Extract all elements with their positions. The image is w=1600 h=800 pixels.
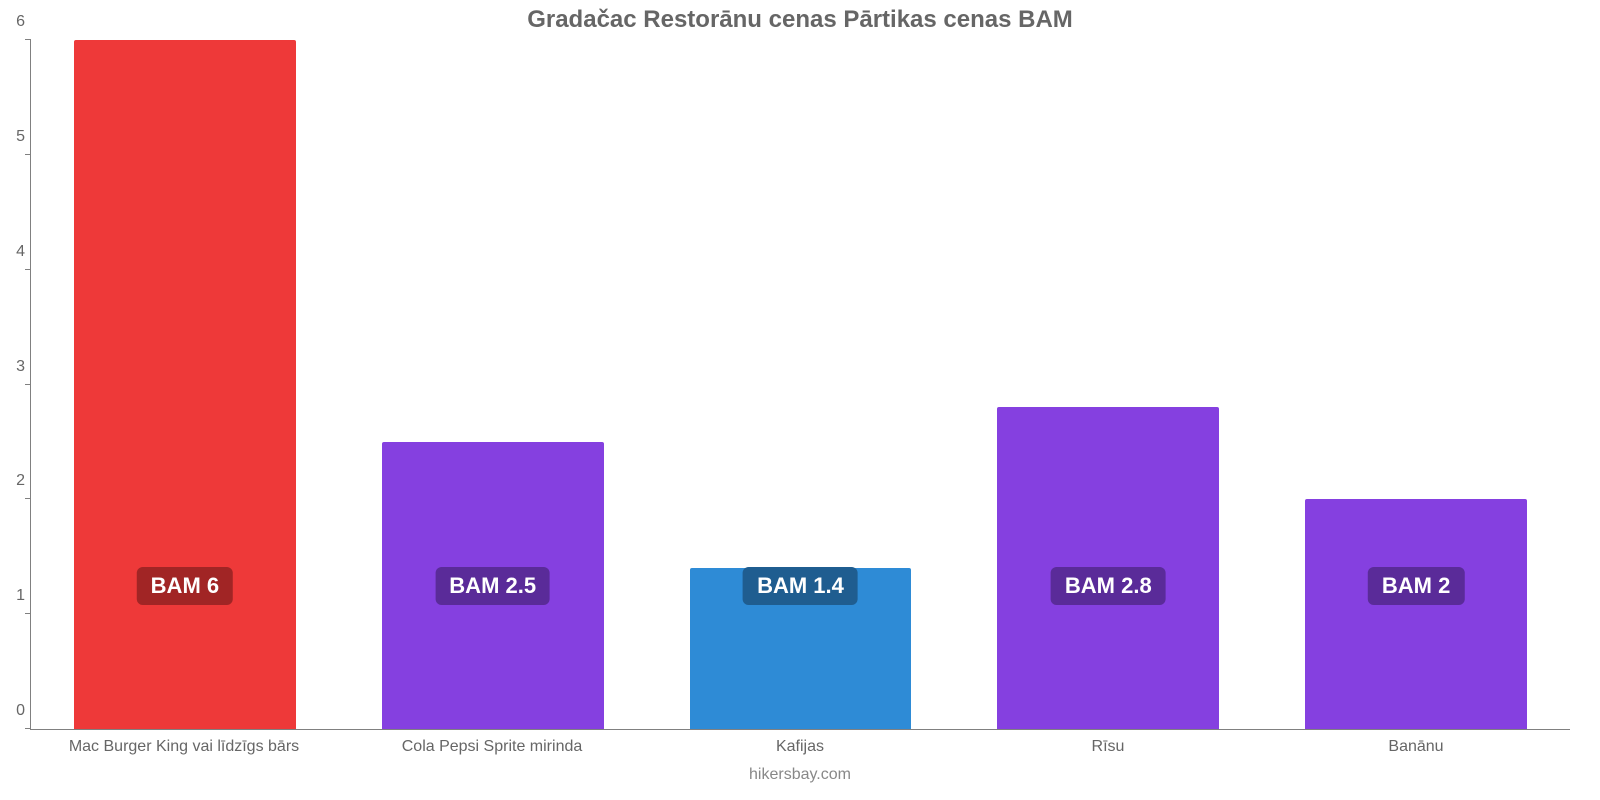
y-tick [25, 728, 31, 729]
bar-slot: BAM 2 [1262, 40, 1570, 729]
bar-slot: BAM 2.8 [954, 40, 1262, 729]
value-badge: BAM 6 [137, 567, 233, 605]
y-tick-label: 6 [3, 13, 25, 31]
y-tick [25, 39, 31, 40]
x-axis-label: Banānu [1262, 738, 1570, 756]
bar [1305, 499, 1527, 729]
y-tick [25, 613, 31, 614]
y-tick-label: 3 [3, 358, 25, 376]
y-tick-label: 4 [3, 243, 25, 261]
bar-slot: BAM 1.4 [647, 40, 955, 729]
y-tick-label: 0 [3, 702, 25, 720]
value-badge: BAM 2.8 [1051, 567, 1166, 605]
bar-slot: BAM 2.5 [339, 40, 647, 729]
y-tick [25, 269, 31, 270]
y-tick [25, 154, 31, 155]
value-badge: BAM 1.4 [743, 567, 858, 605]
x-axis-label: Kafijas [646, 738, 954, 756]
y-tick-label: 1 [3, 587, 25, 605]
price-bar-chart: Gradačac Restorānu cenas Pārtikas cenas … [0, 0, 1600, 800]
attribution-text: hikersbay.com [0, 766, 1600, 784]
x-axis-label: Mac Burger King vai līdzīgs bārs [30, 738, 338, 756]
y-tick [25, 384, 31, 385]
x-axis-labels: Mac Burger King vai līdzīgs bārsCola Pep… [30, 738, 1570, 756]
value-badge: BAM 2.5 [435, 567, 550, 605]
y-tick [25, 498, 31, 499]
x-axis-label: Cola Pepsi Sprite mirinda [338, 738, 646, 756]
plot-area: BAM 6BAM 2.5BAM 1.4BAM 2.8BAM 2 0123456 [30, 40, 1570, 730]
x-axis-label: Rīsu [954, 738, 1262, 756]
bars-row: BAM 6 BAM 2.5 BAM 1.4 BAM 2.8 BAM 2 [31, 40, 1570, 729]
bar [74, 40, 296, 729]
bar-slot: BAM 6 [31, 40, 339, 729]
y-tick-label: 2 [3, 472, 25, 490]
y-tick-label: 5 [3, 128, 25, 146]
value-badge: BAM 2 [1368, 567, 1464, 605]
chart-title: Gradačac Restorānu cenas Pārtikas cenas … [0, 6, 1600, 34]
